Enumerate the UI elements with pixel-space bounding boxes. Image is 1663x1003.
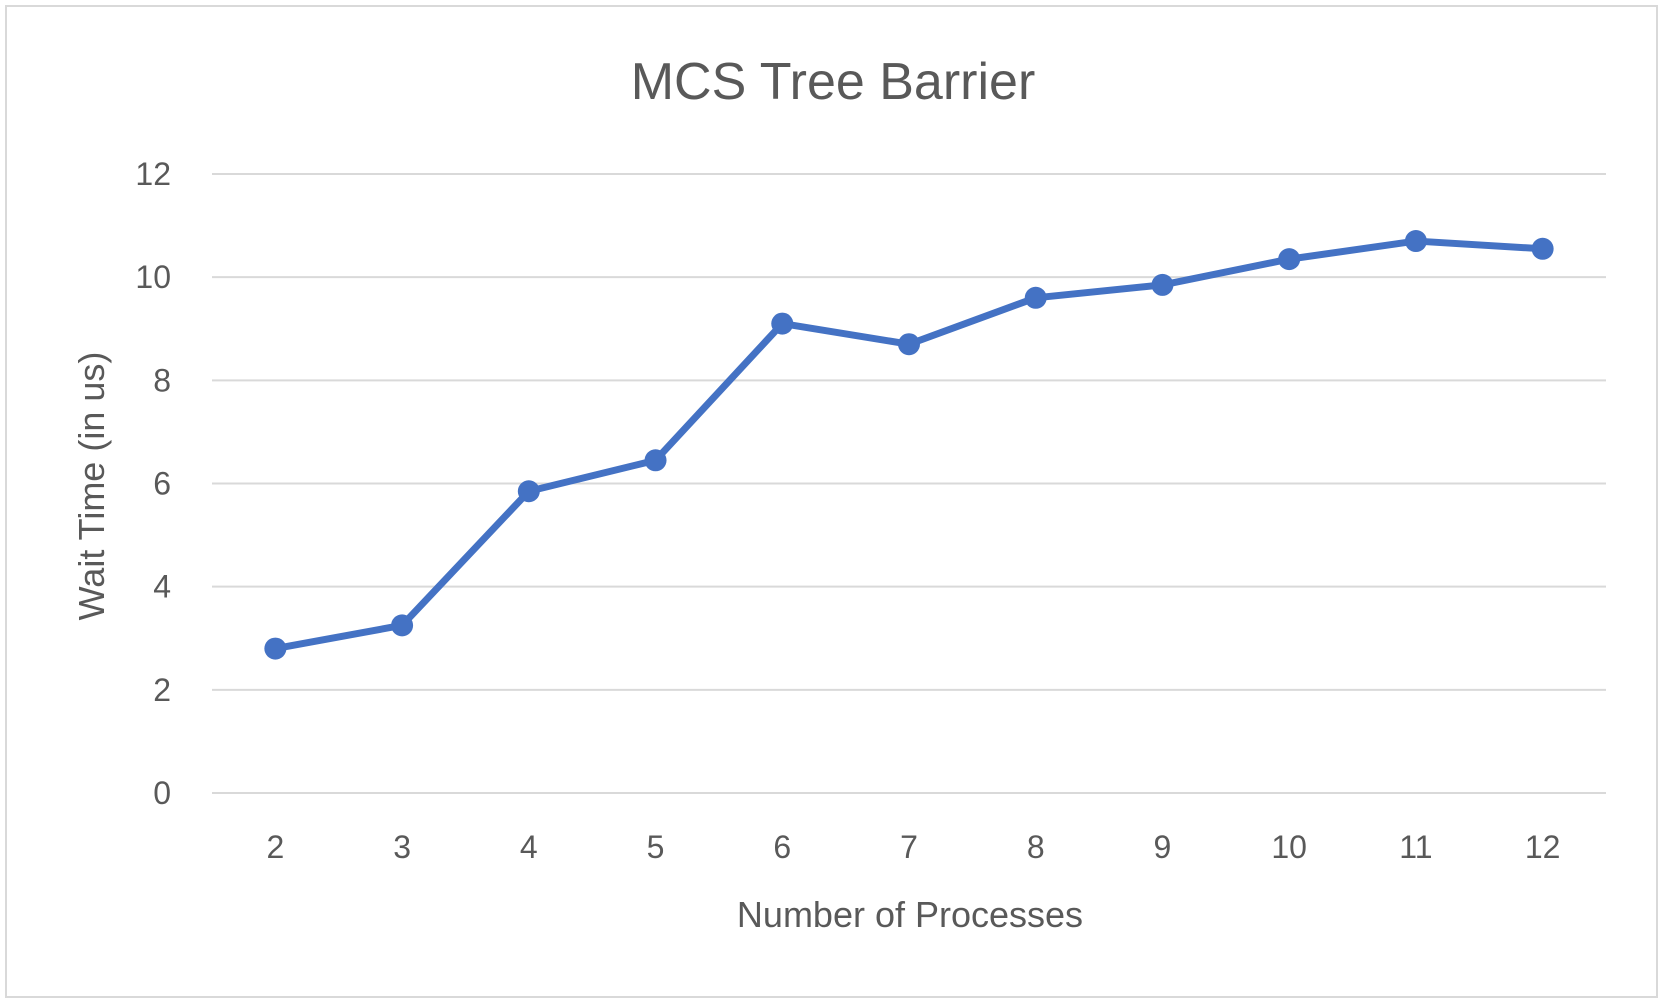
y-tick-label: 4: [153, 569, 171, 605]
chart-frame: [5, 5, 1658, 998]
x-tick-label: 10: [1271, 829, 1307, 865]
chart-title: MCS Tree Barrier: [631, 53, 1036, 111]
x-tick-label: 7: [900, 829, 918, 865]
x-axis-tick-labels: 2 3 4 5 6 7 8 9 10 11 12: [266, 829, 1560, 865]
x-tick-label: 2: [266, 829, 284, 865]
data-point: [1024, 286, 1047, 309]
data-point: [644, 449, 667, 472]
gridlines: [212, 173, 1606, 794]
data-point: [771, 312, 794, 335]
x-tick-label: 4: [520, 829, 538, 865]
data-point: [391, 614, 414, 637]
x-tick-label: 11: [1399, 829, 1432, 865]
x-tick-label: 6: [773, 829, 791, 865]
x-tick-label: 8: [1027, 829, 1045, 865]
y-axis-tick-labels: 0 2 4 6 8 10 12: [135, 156, 171, 811]
data-point: [1531, 237, 1554, 260]
data-point: [517, 480, 540, 503]
data-point: [1404, 230, 1427, 253]
data-point: [1278, 248, 1301, 271]
y-tick-label: 8: [153, 362, 171, 398]
y-tick-label: 10: [135, 259, 171, 295]
x-tick-label: 3: [393, 829, 411, 865]
series-layer: [264, 230, 1554, 660]
y-axis-title: Wait Time (in us): [71, 352, 112, 621]
x-tick-label: 5: [647, 829, 665, 865]
x-axis-title: Number of Processes: [737, 894, 1083, 935]
data-point: [1151, 273, 1174, 296]
y-tick-label: 0: [153, 775, 171, 811]
y-tick-label: 6: [153, 466, 171, 502]
y-tick-label: 12: [135, 156, 171, 192]
x-tick-label: 9: [1154, 829, 1172, 865]
data-point: [898, 333, 920, 356]
data-point: [264, 637, 287, 660]
x-tick-label: 12: [1525, 829, 1561, 865]
y-tick-label: 2: [153, 672, 171, 708]
